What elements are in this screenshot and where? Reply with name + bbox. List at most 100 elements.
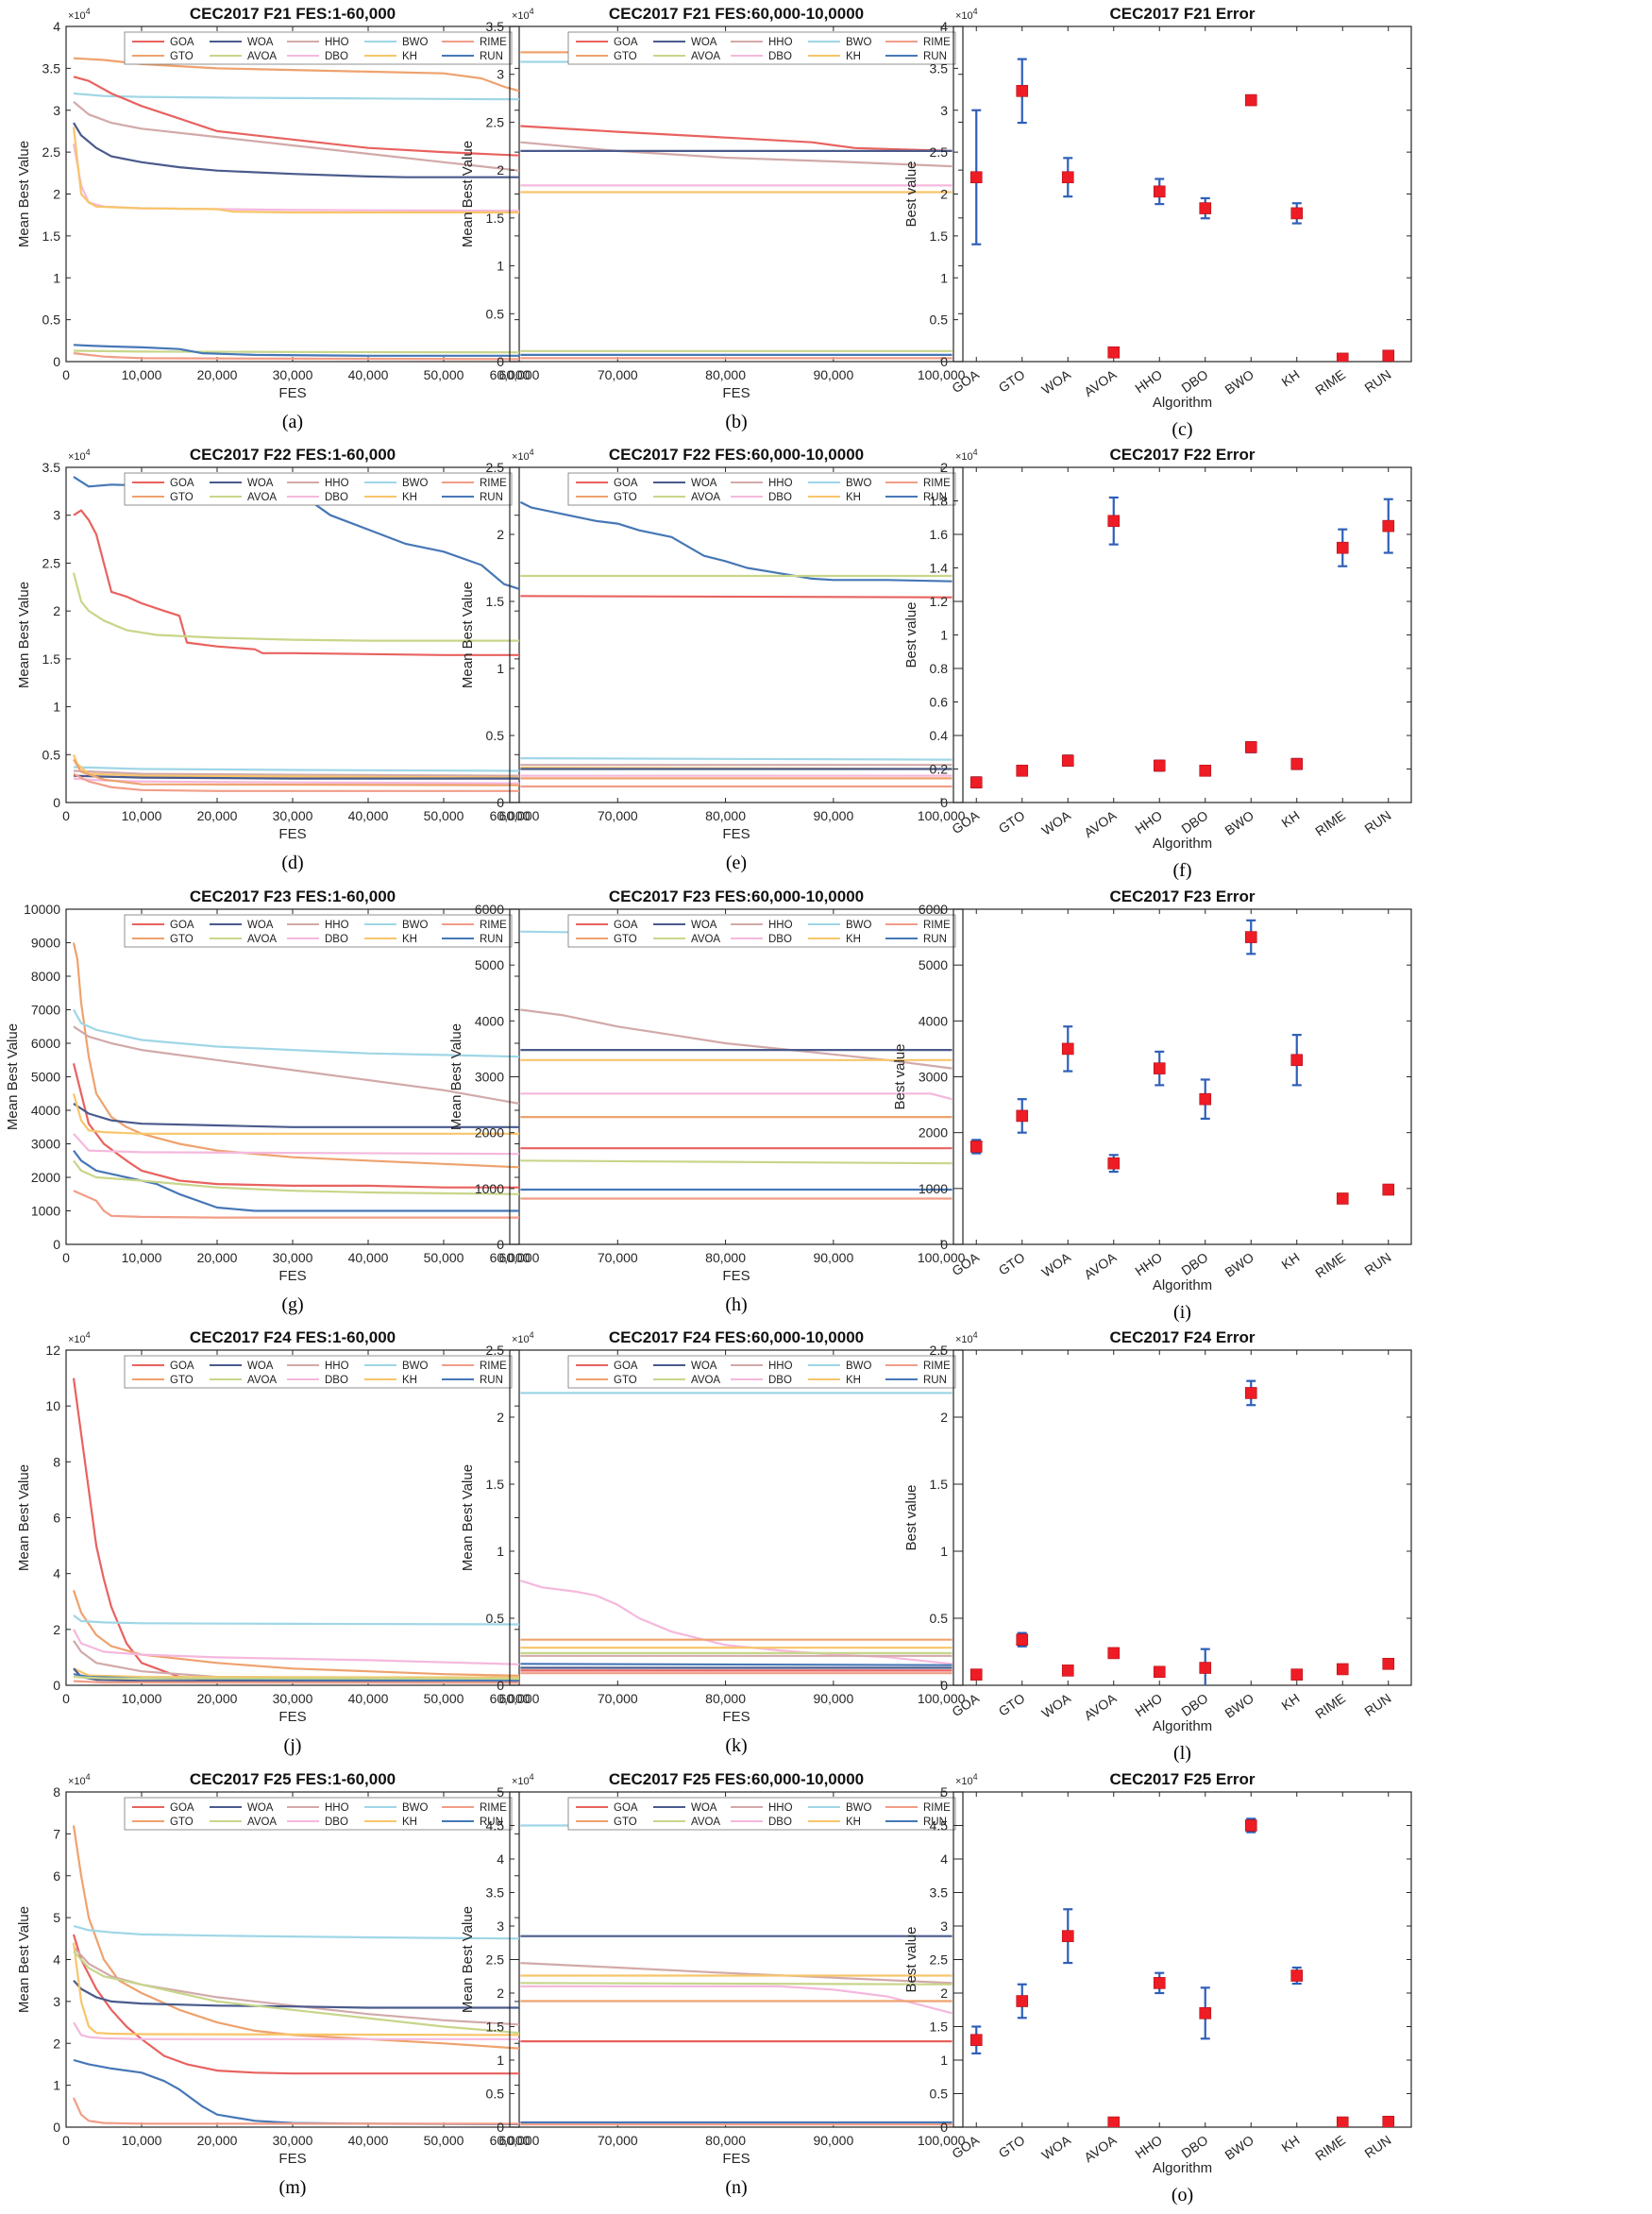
- series-line-bwo: [520, 756, 952, 761]
- y-tick-label: 8000: [31, 969, 60, 984]
- marker-goa: [969, 171, 983, 184]
- exponent-label: ×104: [68, 448, 91, 463]
- marker-dbo: [1199, 1662, 1212, 1674]
- y-tick-label: 9000: [31, 936, 60, 951]
- x-tick-label: 70,000: [598, 808, 638, 823]
- x-tick-label: 30,000: [273, 1691, 313, 1706]
- errorbar-group: [969, 496, 1395, 789]
- x-tick-label: 60,000: [499, 2133, 540, 2148]
- y-tick-label: 1.4: [930, 561, 949, 576]
- x-tick-label: 40,000: [348, 1250, 389, 1265]
- series-line-run: [73, 2058, 519, 2125]
- legend-label-rime: RIME: [480, 1361, 507, 1372]
- marker-bwo: [1244, 93, 1257, 107]
- marker-run: [1382, 2116, 1395, 2127]
- y-tick-label: 2.5: [930, 1952, 949, 1968]
- chart-title: CEC2017 F23 FES:60,000-10,0000: [609, 887, 864, 905]
- x-category-label: GTO: [996, 1249, 1028, 1277]
- y-tick-label: 0.5: [42, 313, 61, 328]
- y-tick-label: 0.5: [930, 2087, 949, 2102]
- legend: GOA WOA HHO BWO RIME GTO AVOA DBO KH RUN: [124, 914, 513, 948]
- legend-box: [567, 472, 956, 506]
- exponent-power: 4: [530, 1330, 534, 1340]
- panel-o: CEC2017 F25 Error×10400.511.522.533.544.…: [903, 1770, 1412, 2206]
- marker-hho: [1153, 759, 1166, 772]
- legend-label-hho: HHO: [325, 478, 349, 489]
- marker-goa: [969, 2034, 983, 2046]
- series-line-hho: [520, 141, 952, 168]
- y-tick-label: 5: [497, 1784, 504, 1800]
- legend-label-avoa: AVOA: [247, 934, 277, 945]
- y-tick-label: 1.2: [930, 594, 949, 609]
- x-tick-label: 80,000: [705, 2133, 746, 2148]
- y-tick-label: 2: [940, 1986, 948, 2001]
- x-category-label: KH: [1278, 366, 1302, 389]
- x-tick-label: 60,000: [490, 1250, 531, 1265]
- y-tick-label: 3000: [919, 1070, 948, 1085]
- x-tick-label: 0: [62, 1250, 70, 1265]
- y-tick-label: 2: [497, 527, 504, 542]
- legend-label-goa: GOA: [170, 478, 194, 489]
- marker-kh: [1290, 1668, 1304, 1681]
- marker-woa: [1061, 754, 1074, 767]
- series-line-gto: [73, 57, 519, 93]
- legend-label-dbo: DBO: [325, 492, 348, 503]
- legend-label-dbo: DBO: [768, 51, 792, 62]
- y-tick-label: 0.5: [486, 306, 505, 321]
- legend-label-woa: WOA: [247, 37, 274, 48]
- legend: GOA WOA HHO BWO RIME GTO AVOA DBO KH RUN: [124, 472, 513, 506]
- chart-title: CEC2017 F22 Error: [1109, 446, 1255, 464]
- series-group: [72, 1377, 519, 1684]
- legend-label-kh: KH: [846, 51, 861, 62]
- x-category-label: DBO: [1178, 807, 1210, 837]
- series-group: [519, 500, 952, 788]
- exponent-label: ×104: [68, 7, 91, 22]
- x-tick-label: 0: [62, 367, 70, 382]
- y-axis-title: Mean Best Value: [16, 582, 32, 688]
- panel-h: CEC2017 F23 FES:60,000-10,0000 0 1000 2000 3…: [448, 887, 966, 1315]
- x-axis-title: Algorithm: [1153, 836, 1212, 852]
- y-tick-label: 0: [497, 1678, 504, 1693]
- y-tick-label: 3.5: [930, 1885, 949, 1901]
- y-tick-label: 2: [53, 603, 60, 618]
- y-tick-label: 2: [497, 162, 504, 177]
- legend-label-bwo: BWO: [846, 1361, 872, 1372]
- legend-label-run: RUN: [923, 934, 947, 945]
- y-axis-title: Best value: [903, 1484, 919, 1550]
- y-tick-label: 1: [53, 700, 60, 715]
- marker-woa: [1061, 1930, 1074, 1942]
- legend-box: [124, 31, 513, 65]
- y-tick-label: 3: [940, 103, 948, 118]
- series-group: [72, 1825, 519, 2125]
- panel-k: CEC2017 F24 FES:60,000-10,0000 ×104 0 0.5 1 1…: [460, 1328, 966, 1756]
- legend-label-bwo: BWO: [846, 478, 872, 489]
- y-tick-label: 0: [940, 2120, 948, 2135]
- marker-kh: [1290, 207, 1304, 220]
- y-tick-label: 0: [940, 1678, 948, 1693]
- y-tick-label: 0: [497, 795, 504, 810]
- legend-label-dbo: DBO: [325, 51, 348, 62]
- y-axis-title: Mean Best Value: [16, 1906, 32, 2013]
- legend-label-woa: WOA: [691, 37, 717, 48]
- x-category-label: DBO: [1178, 1249, 1210, 1278]
- legend-label-kh: KH: [402, 934, 417, 945]
- series-group: [520, 51, 952, 360]
- series-line-hho: [73, 101, 519, 172]
- legend-label-avoa: AVOA: [691, 934, 720, 945]
- panel-d: CEC2017 F22 FES:1-60,000×10400.511.522.5…: [16, 446, 540, 873]
- series-line-goa: [72, 1377, 519, 1683]
- exponent-label: ×104: [955, 1330, 978, 1345]
- y-axis-title: Mean Best Value: [448, 1023, 464, 1130]
- legend-label-bwo: BWO: [402, 1802, 429, 1814]
- y-axis-title: Mean Best Value: [16, 141, 32, 247]
- legend-label-run: RUN: [480, 934, 503, 945]
- x-tick-label: 90,000: [813, 2133, 853, 2148]
- panel-label: (i): [1173, 1302, 1191, 1323]
- legend-label-hho: HHO: [768, 920, 793, 931]
- legend-label-woa: WOA: [247, 478, 274, 489]
- y-tick-label: 4.5: [930, 1818, 949, 1834]
- x-axis-title: FES: [722, 2151, 750, 2167]
- legend-label-kh: KH: [846, 492, 861, 503]
- y-tick-label: 0: [497, 354, 504, 369]
- y-tick-label: 1: [940, 2053, 948, 2068]
